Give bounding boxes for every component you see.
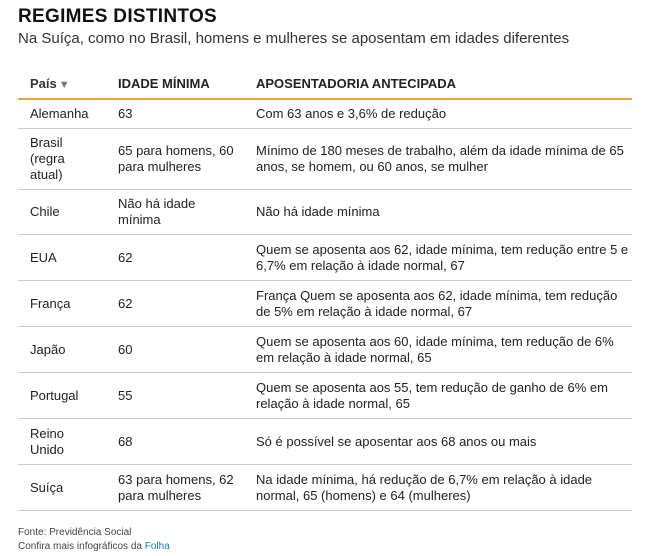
cell-pais: Japão <box>30 341 66 357</box>
cell-pais: EUA <box>30 249 57 265</box>
cell-pais: Suíça <box>30 479 64 495</box>
cell-idade-minima: Não há idade mínima <box>118 196 196 227</box>
sort-down-icon[interactable]: ▼ <box>58 79 70 91</box>
table-row: Chile Não há idade mínima Não há idade m… <box>18 190 632 235</box>
table-row: França 62 França Quem se aposenta aos 62… <box>18 281 632 327</box>
cell-aposentadoria-antecipada: Mínimo de 180 meses de trabalho, além da… <box>256 143 624 174</box>
table-header: País ▼ IDADE MÍNIMA APOSENTADORIA ANTECIP… <box>18 70 632 100</box>
regimes-table: País ▼ IDADE MÍNIMA APOSENTADORIA ANTECIP… <box>18 70 632 511</box>
headline: REGIMES DISTINTOS <box>18 6 217 27</box>
cell-idade-minima: 63 para homens, 62 para mulheres <box>118 471 234 503</box>
cell-aposentadoria-antecipada: Não há idade mínima <box>256 204 380 219</box>
column-header-idade-minima: IDADE MÍNIMA <box>118 76 210 91</box>
cell-pais: França <box>30 295 71 311</box>
cell-aposentadoria-antecipada: Com 63 anos e 3,6% de redução <box>256 106 447 121</box>
table-row: Alemanha 63 Com 63 anos e 3,6% de reduçã… <box>18 100 632 129</box>
table-row: Reino Unido 68 Só é possível se aposenta… <box>18 419 632 465</box>
source-note: Fonte: Previdência Social <box>18 527 132 538</box>
cell-idade-minima: 68 <box>118 433 133 449</box>
cell-idade-minima: 62 <box>118 295 133 311</box>
cell-pais: Portugal <box>30 387 79 403</box>
column-header-pais-label: País <box>30 76 57 91</box>
more-infographics-text: Confira mais infográficos da <box>18 541 145 552</box>
cell-aposentadoria-antecipada: França Quem se aposenta aos 62, idade mí… <box>256 287 618 319</box>
cell-idade-minima: 65 para homens, 60 para mulheres <box>118 143 234 174</box>
folha-link[interactable]: Folha <box>144 541 170 552</box>
table-row: Japão 60 Quem se aposenta aos 60, idade … <box>18 327 632 373</box>
more-infographics-note: Confira mais infográficos da Folha <box>18 540 170 554</box>
column-header-pais[interactable]: País ▼ <box>30 76 70 91</box>
cell-pais: Alemanha <box>30 106 89 121</box>
cell-aposentadoria-antecipada: Só é possível se aposentar aos 68 anos o… <box>256 433 537 449</box>
column-header-aposentadoria-antecipada: APOSENTADORIA ANTECIPADA <box>256 76 457 91</box>
table-row: EUA 62 Quem se aposenta aos 62, idade mí… <box>18 235 632 281</box>
table-row: Portugal 55 Quem se aposenta aos 55, tem… <box>18 373 632 419</box>
cell-idade-minima: 60 <box>118 341 133 357</box>
cell-idade-minima: 62 <box>118 249 133 265</box>
cell-aposentadoria-antecipada: Quem se aposenta aos 55, tem redução de … <box>256 379 608 411</box>
subtitle: Na Suíça, como no Brasil, homens e mulhe… <box>18 30 570 47</box>
cell-idade-minima: 55 <box>118 387 133 403</box>
cell-aposentadoria-antecipada: Quem se aposenta aos 60, idade mínima, t… <box>256 333 614 365</box>
cell-idade-minima: 63 <box>118 106 133 121</box>
cell-aposentadoria-antecipada: Quem se aposenta aos 62, idade mínima, t… <box>256 241 629 273</box>
cell-pais: Brasil (regra atual) <box>30 135 65 182</box>
table-row: Suíça 63 para homens, 62 para mulheres N… <box>18 465 632 511</box>
cell-pais: Reino Unido <box>30 425 64 457</box>
cell-pais: Chile <box>30 204 60 219</box>
table-row: Brasil (regra atual) 65 para homens, 60 … <box>18 129 632 190</box>
cell-aposentadoria-antecipada: Na idade mínima, há redução de 6,7% em r… <box>256 471 593 503</box>
footer: Fonte: Previdência Social Confira mais i… <box>18 526 170 554</box>
